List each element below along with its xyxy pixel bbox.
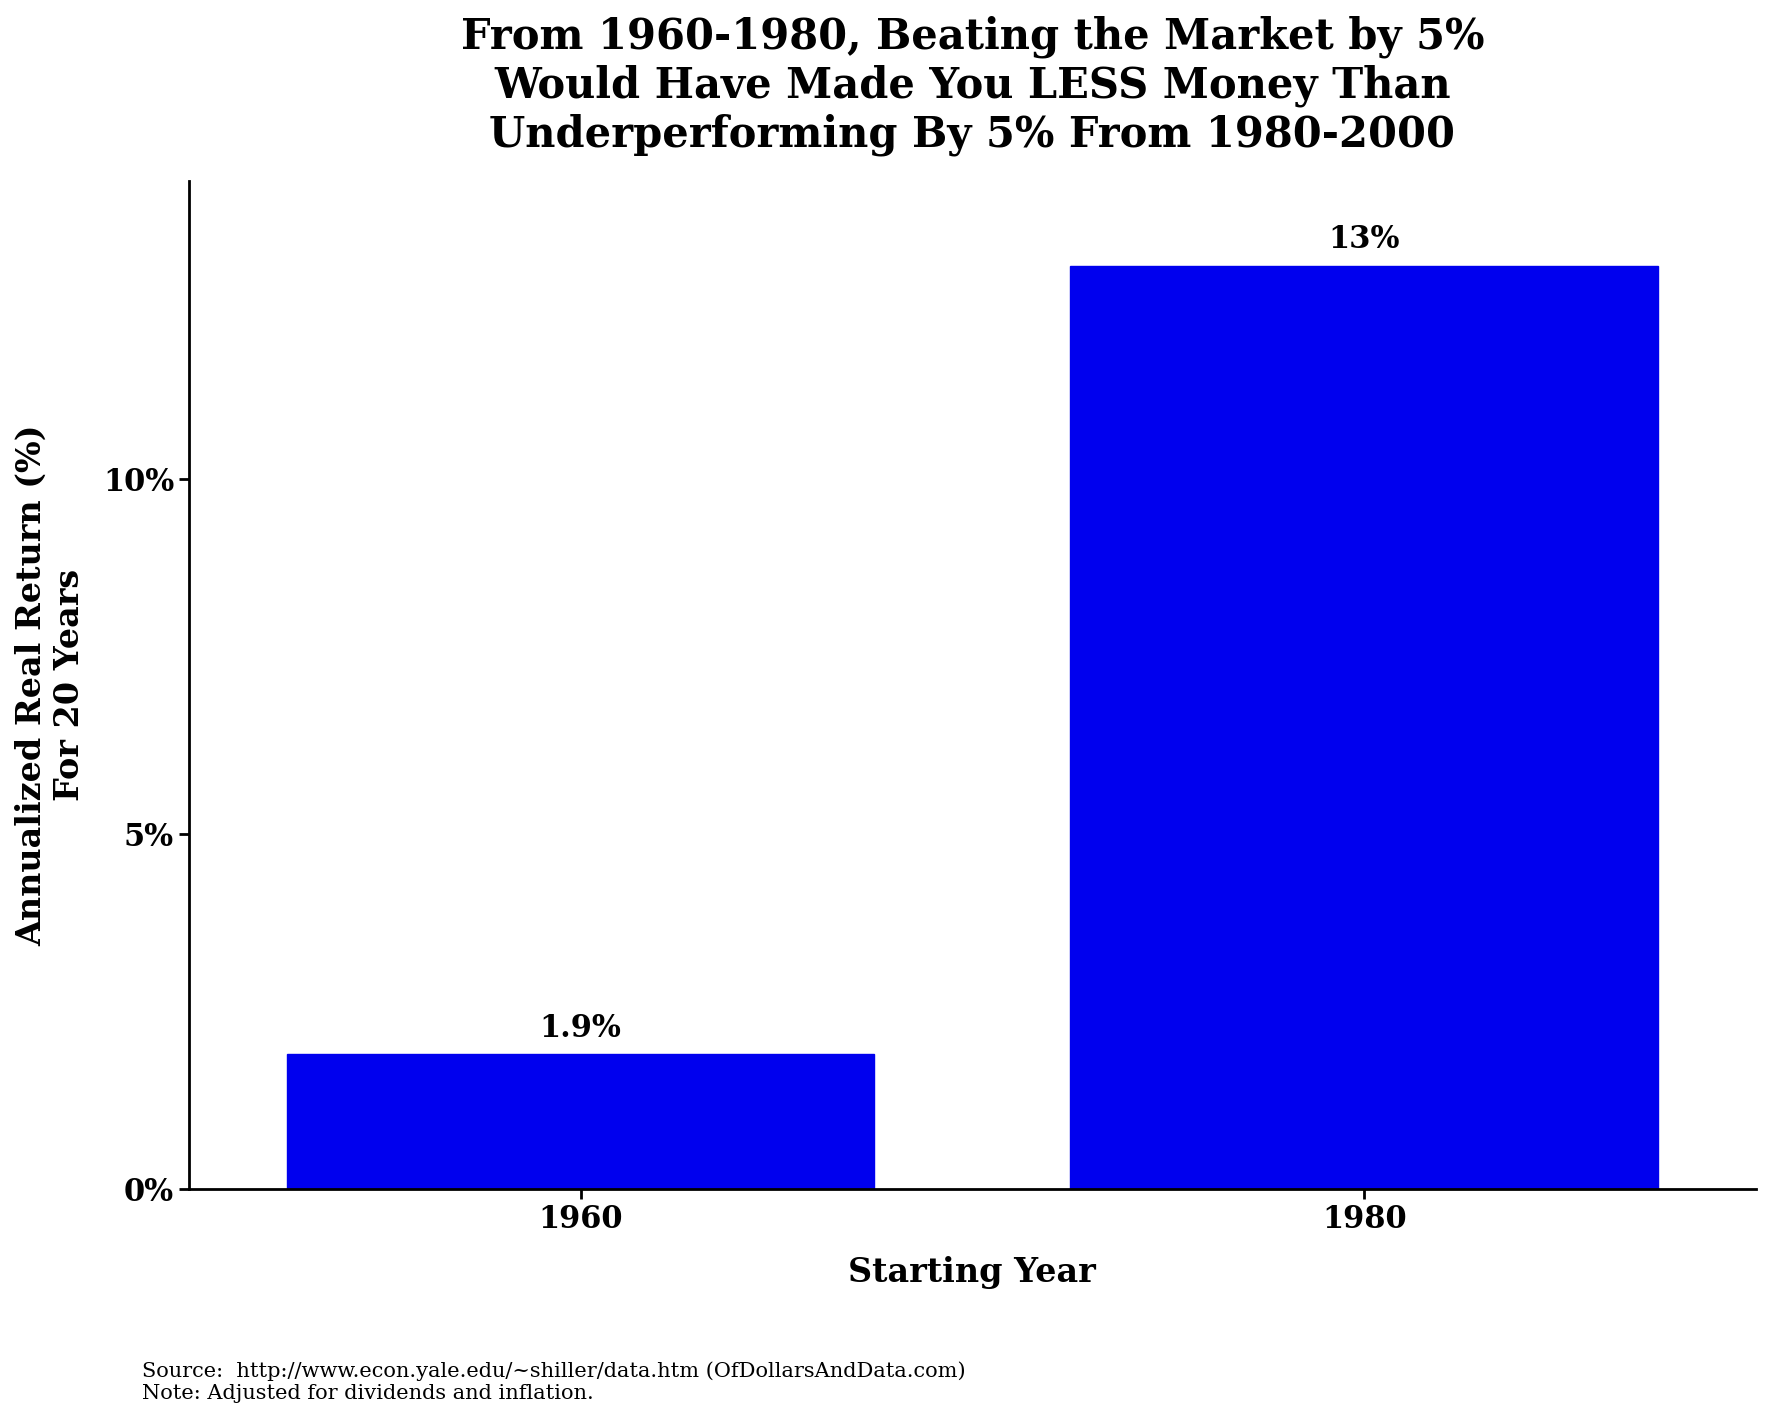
Y-axis label: Annualized Real Return (%)
For 20 Years: Annualized Real Return (%) For 20 Years [14, 424, 87, 945]
Text: 1.9%: 1.9% [540, 1013, 622, 1044]
Bar [1070, 266, 1658, 1189]
Title: From 1960-1980, Beating the Market by 5%
Would Have Made You LESS Money Than
Und: From 1960-1980, Beating the Market by 5%… [460, 16, 1484, 156]
Text: Source:  http://www.econ.yale.edu/~shiller/data.htm (OfDollarsAndData.com)
Note:: Source: http://www.econ.yale.edu/~shille… [142, 1362, 965, 1403]
X-axis label: Starting Year: Starting Year [848, 1255, 1096, 1288]
Text: 13%: 13% [1328, 224, 1399, 255]
Bar [287, 1054, 875, 1189]
